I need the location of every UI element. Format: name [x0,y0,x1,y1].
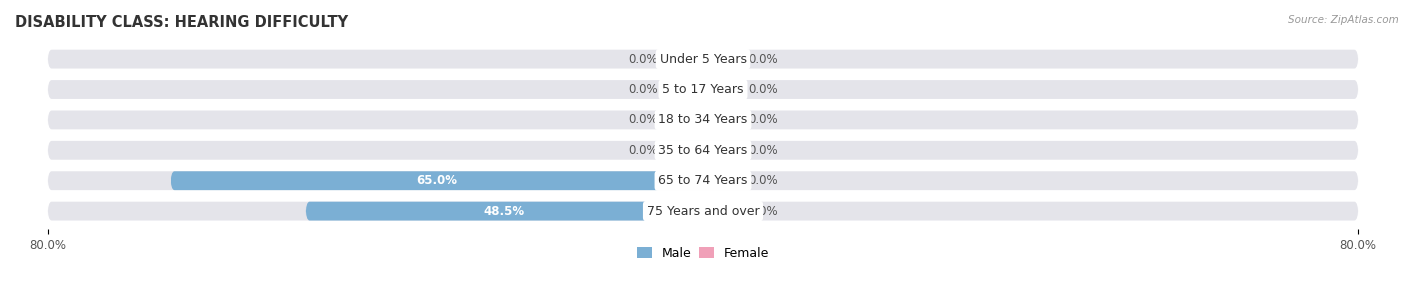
FancyBboxPatch shape [703,141,735,160]
FancyBboxPatch shape [703,110,735,129]
FancyBboxPatch shape [48,80,1358,99]
FancyBboxPatch shape [703,50,735,69]
Text: 48.5%: 48.5% [484,205,524,217]
FancyBboxPatch shape [671,110,703,129]
FancyBboxPatch shape [48,202,1358,221]
Text: 0.0%: 0.0% [748,174,778,187]
FancyBboxPatch shape [48,110,1358,129]
Text: 75 Years and over: 75 Years and over [647,205,759,217]
FancyBboxPatch shape [671,80,703,99]
FancyBboxPatch shape [703,80,735,99]
Text: 0.0%: 0.0% [748,113,778,126]
FancyBboxPatch shape [671,141,703,160]
Legend: Male, Female: Male, Female [631,242,775,264]
FancyBboxPatch shape [703,202,735,221]
FancyBboxPatch shape [170,171,703,190]
FancyBboxPatch shape [48,171,1358,190]
Text: 65 to 74 Years: 65 to 74 Years [658,174,748,187]
FancyBboxPatch shape [703,171,735,190]
Text: 18 to 34 Years: 18 to 34 Years [658,113,748,126]
Text: 0.0%: 0.0% [628,53,658,66]
Text: 0.0%: 0.0% [748,144,778,157]
FancyBboxPatch shape [305,202,703,221]
FancyBboxPatch shape [48,50,1358,69]
FancyBboxPatch shape [48,141,1358,160]
Text: 0.0%: 0.0% [748,83,778,96]
Text: 65.0%: 65.0% [416,174,457,187]
Text: 0.0%: 0.0% [748,53,778,66]
Text: Source: ZipAtlas.com: Source: ZipAtlas.com [1288,15,1399,25]
FancyBboxPatch shape [671,50,703,69]
Text: Under 5 Years: Under 5 Years [659,53,747,66]
Text: 35 to 64 Years: 35 to 64 Years [658,144,748,157]
Text: 0.0%: 0.0% [628,113,658,126]
Text: 0.0%: 0.0% [628,83,658,96]
Text: 5 to 17 Years: 5 to 17 Years [662,83,744,96]
Text: 0.0%: 0.0% [628,144,658,157]
Text: 0.0%: 0.0% [748,205,778,217]
Text: DISABILITY CLASS: HEARING DIFFICULTY: DISABILITY CLASS: HEARING DIFFICULTY [15,15,349,30]
